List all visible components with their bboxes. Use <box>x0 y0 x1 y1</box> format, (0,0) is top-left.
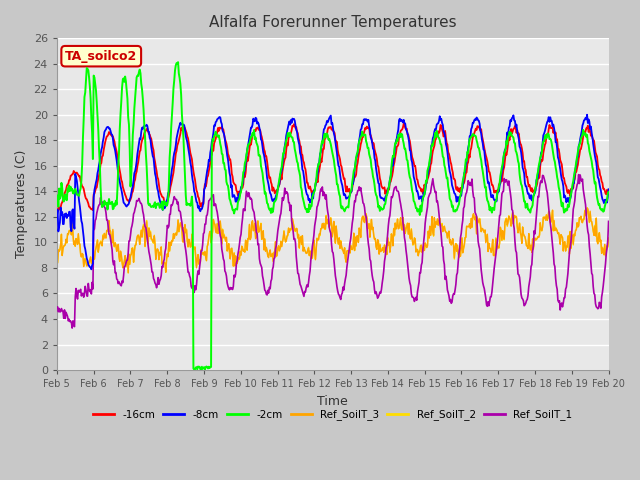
-16cm <box>64 181 72 187</box>
-8cm <box>120 201 128 206</box>
-16cm <box>177 131 184 137</box>
-8cm <box>53 215 61 220</box>
-8cm <box>63 215 70 221</box>
-8cm <box>177 120 184 126</box>
-2cm <box>120 75 127 81</box>
Ref_SoilT_3 <box>63 240 70 245</box>
Ref_SoilT_1 <box>177 209 184 215</box>
Ref_SoilT_1 <box>53 305 61 311</box>
Ref_SoilT_2 <box>583 205 591 211</box>
-2cm <box>207 364 214 370</box>
-2cm <box>63 197 70 203</box>
Ref_SoilT_2 <box>605 235 612 240</box>
-8cm <box>401 120 408 126</box>
Ref_SoilT_1 <box>401 235 408 240</box>
Ref_SoilT_2 <box>53 259 61 265</box>
Line: Ref_SoilT_3: Ref_SoilT_3 <box>57 208 609 273</box>
Title: Alfalfa Forerunner Temperatures: Alfalfa Forerunner Temperatures <box>209 15 456 30</box>
-2cm <box>401 146 409 152</box>
Ref_SoilT_1 <box>120 264 128 269</box>
-2cm <box>605 189 612 195</box>
Ref_SoilT_1 <box>68 325 76 331</box>
-8cm <box>605 186 612 192</box>
Line: -16cm: -16cm <box>57 123 609 211</box>
Y-axis label: Temperatures (C): Temperatures (C) <box>15 150 28 258</box>
-16cm <box>605 188 612 194</box>
-2cm <box>177 81 184 87</box>
-16cm <box>417 189 425 194</box>
-2cm <box>190 367 198 372</box>
-16cm <box>53 207 61 213</box>
-16cm <box>54 208 61 214</box>
-8cm <box>88 266 95 272</box>
Ref_SoilT_1 <box>63 312 70 317</box>
-2cm <box>417 209 425 215</box>
Line: -8cm: -8cm <box>57 115 609 269</box>
Ref_SoilT_3 <box>583 205 591 211</box>
-2cm <box>174 60 182 65</box>
-16cm <box>401 120 408 126</box>
-8cm <box>583 112 591 118</box>
Ref_SoilT_2 <box>417 243 424 249</box>
Ref_SoilT_3 <box>124 270 132 276</box>
-2cm <box>53 199 61 205</box>
-16cm <box>205 165 213 170</box>
Line: Ref_SoilT_2: Ref_SoilT_2 <box>57 208 609 273</box>
Ref_SoilT_3 <box>605 236 612 241</box>
Text: TA_soilco2: TA_soilco2 <box>65 50 138 63</box>
Ref_SoilT_2 <box>177 220 184 226</box>
Ref_SoilT_2 <box>205 229 213 235</box>
-8cm <box>417 193 424 199</box>
Ref_SoilT_3 <box>53 260 61 265</box>
Ref_SoilT_3 <box>401 222 408 228</box>
Ref_SoilT_2 <box>63 240 70 246</box>
Line: -2cm: -2cm <box>57 62 609 370</box>
-16cm <box>120 189 128 195</box>
Ref_SoilT_3 <box>205 230 213 236</box>
-16cm <box>401 125 409 131</box>
Ref_SoilT_1 <box>417 270 424 276</box>
Ref_SoilT_1 <box>205 197 213 203</box>
-8cm <box>205 158 213 164</box>
Ref_SoilT_1 <box>575 172 582 178</box>
Ref_SoilT_1 <box>605 218 612 224</box>
Ref_SoilT_2 <box>401 222 408 228</box>
Ref_SoilT_3 <box>417 243 424 249</box>
X-axis label: Time: Time <box>317 395 348 408</box>
Legend: -16cm, -8cm, -2cm, Ref_SoilT_3, Ref_SoilT_2, Ref_SoilT_1: -16cm, -8cm, -2cm, Ref_SoilT_3, Ref_Soil… <box>89 406 577 425</box>
Line: Ref_SoilT_1: Ref_SoilT_1 <box>57 175 609 328</box>
Ref_SoilT_3 <box>120 262 127 267</box>
Ref_SoilT_2 <box>120 262 127 268</box>
Ref_SoilT_3 <box>177 220 184 226</box>
Ref_SoilT_2 <box>124 270 132 276</box>
